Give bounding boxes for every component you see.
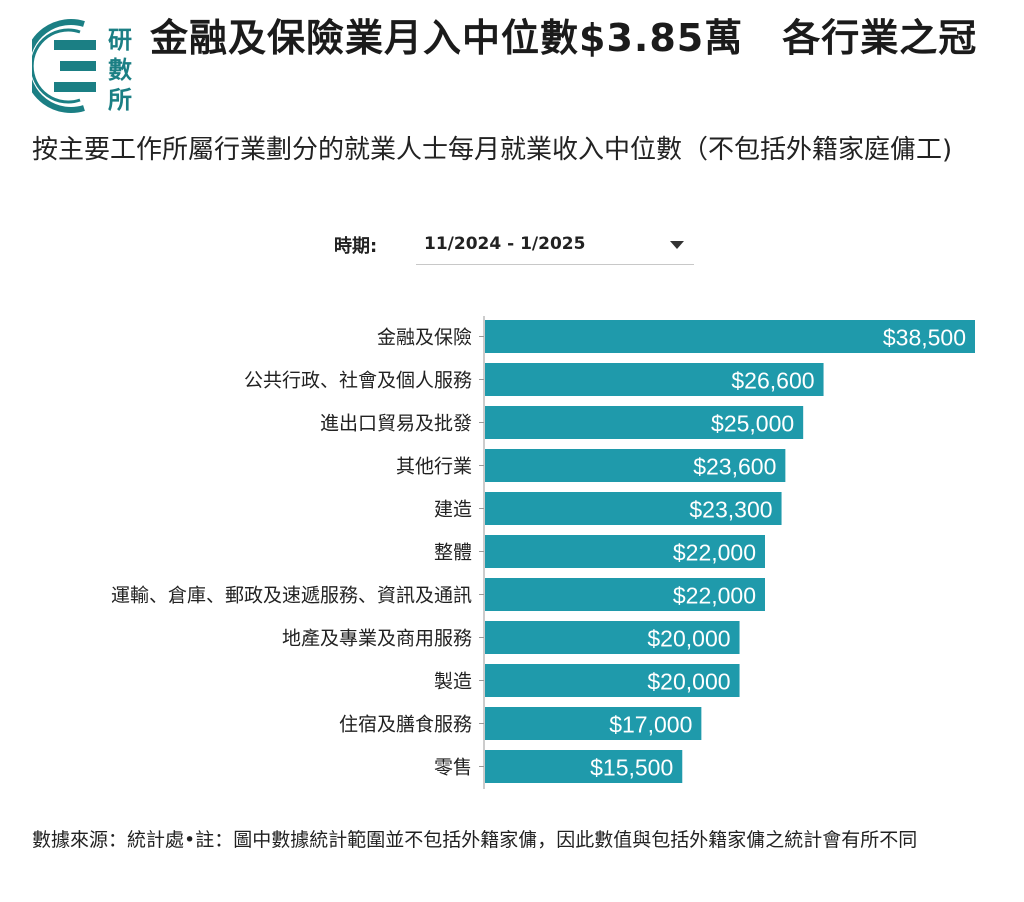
period-value: 11/2024 - 1/2025 bbox=[424, 234, 586, 254]
logo-char: 研 bbox=[108, 26, 132, 54]
bar[interactable] bbox=[485, 363, 824, 396]
data-label: $20,000 bbox=[647, 626, 730, 652]
data-label: $22,000 bbox=[673, 583, 756, 609]
source-note: 數據來源：統計處•註：圖中數據統計範圍並不包括外籍家傭，因此數值與包括外籍家傭之… bbox=[32, 829, 918, 851]
data-label: $38,500 bbox=[883, 325, 966, 351]
category-label: 建造 bbox=[434, 499, 472, 521]
period-label: 時期: bbox=[334, 236, 378, 257]
data-label: $23,600 bbox=[693, 454, 776, 480]
data-label: $25,000 bbox=[711, 411, 794, 437]
category-label: 進出口貿易及批發 bbox=[320, 413, 472, 435]
logo-char: 數 bbox=[108, 56, 132, 84]
page-title: 金融及保險業月入中位數$3.85萬 各行業之冠 bbox=[150, 16, 978, 60]
category-label: 零售 bbox=[434, 757, 472, 779]
bar[interactable] bbox=[485, 664, 740, 697]
bar[interactable] bbox=[485, 535, 765, 568]
chart-subtitle: 按主要工作所屬行業劃分的就業人士每月就業收入中位數（不包括外籍家庭傭工) bbox=[32, 135, 953, 165]
category-label: 住宿及膳食服務 bbox=[339, 714, 472, 736]
chevron-down-icon[interactable] bbox=[670, 241, 684, 249]
bar[interactable] bbox=[485, 492, 782, 525]
bar[interactable] bbox=[485, 707, 702, 740]
category-label: 金融及保險 bbox=[377, 327, 472, 349]
category-label: 地產及專業及商用服務 bbox=[282, 628, 472, 650]
bar[interactable] bbox=[485, 621, 740, 654]
logo-char: 所 bbox=[108, 86, 132, 114]
data-label: $26,600 bbox=[731, 368, 814, 394]
bar[interactable] bbox=[485, 406, 804, 439]
bar[interactable] bbox=[485, 750, 683, 783]
bar[interactable] bbox=[485, 449, 786, 482]
category-label: 公共行政、社會及個人服務 bbox=[244, 370, 472, 392]
logo-mark-icon bbox=[32, 19, 96, 113]
category-label: 製造 bbox=[434, 671, 472, 693]
bar[interactable] bbox=[485, 578, 765, 611]
category-label: 其他行業 bbox=[396, 456, 472, 478]
data-label: $22,000 bbox=[673, 540, 756, 566]
bar[interactable] bbox=[485, 320, 975, 353]
data-label: $17,000 bbox=[609, 712, 692, 738]
category-label: 運輸、倉庫、郵政及速遞服務、資訊及通訊 bbox=[111, 585, 472, 607]
category-label: 整體 bbox=[434, 542, 472, 564]
data-label: $15,500 bbox=[590, 755, 673, 781]
bar-chart: 金融及保險 $38,500 公共行政、社會及個人服務 $26,600 進出口貿易及批發 $… bbox=[111, 316, 975, 789]
brand-logo: 研 數 所 bbox=[32, 19, 132, 114]
data-label: $23,300 bbox=[689, 497, 772, 523]
period-dropdown[interactable]: 11/2024 - 1/2025 bbox=[416, 226, 694, 265]
data-label: $20,000 bbox=[647, 669, 730, 695]
